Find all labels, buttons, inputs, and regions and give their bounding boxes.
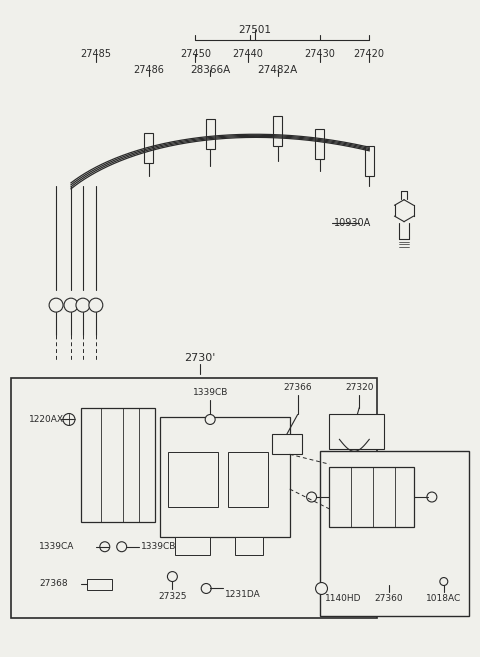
Text: 27501: 27501 (239, 25, 271, 35)
Text: 27485: 27485 (80, 49, 111, 58)
Bar (168, 452, 218, 507)
Circle shape (440, 578, 448, 585)
Text: 1231DA: 1231DA (225, 590, 261, 599)
Text: 27486: 27486 (133, 64, 164, 74)
Circle shape (49, 298, 63, 312)
Text: 10930A: 10930A (335, 217, 372, 227)
Text: 1339CB: 1339CB (192, 388, 228, 397)
Circle shape (64, 298, 78, 312)
Bar (81, 407, 156, 522)
Text: 1220AX: 1220AX (29, 415, 64, 424)
Text: 27420: 27420 (354, 49, 385, 58)
Bar (175, 537, 210, 555)
Text: 27450: 27450 (180, 49, 211, 58)
Circle shape (201, 583, 211, 593)
Circle shape (117, 542, 127, 552)
Circle shape (89, 298, 103, 312)
Text: 27440: 27440 (232, 49, 264, 58)
Bar (315, 129, 324, 159)
Text: 27366: 27366 (283, 383, 312, 392)
Bar (160, 417, 290, 537)
Bar (365, 146, 374, 176)
Circle shape (76, 298, 90, 312)
Circle shape (63, 413, 75, 426)
Text: 28366A: 28366A (190, 64, 230, 74)
Text: 27430: 27430 (304, 49, 335, 58)
Circle shape (100, 542, 110, 552)
Text: 1339CA: 1339CA (39, 542, 74, 551)
Bar (228, 452, 268, 507)
Bar (272, 434, 301, 454)
Text: 27482A: 27482A (258, 64, 298, 74)
Text: 27368: 27368 (39, 579, 68, 588)
Text: 2730': 2730' (184, 353, 216, 363)
Text: 1018AC: 1018AC (426, 594, 461, 603)
Bar (320, 451, 468, 616)
Text: 27360: 27360 (375, 594, 404, 603)
Text: 27320: 27320 (345, 383, 373, 392)
Bar (144, 133, 153, 163)
Text: 27325: 27325 (158, 592, 187, 601)
Text: 1140HD: 1140HD (324, 594, 361, 603)
Circle shape (307, 492, 316, 502)
Circle shape (315, 583, 327, 595)
Circle shape (205, 415, 215, 424)
Bar (87, 579, 112, 591)
Bar (273, 116, 282, 146)
Circle shape (168, 572, 178, 581)
Circle shape (427, 492, 437, 502)
Bar (235, 537, 263, 555)
Bar (206, 119, 215, 149)
Bar (12, 378, 377, 618)
Bar (329, 415, 384, 449)
Text: 1339CB: 1339CB (141, 542, 176, 551)
Bar (329, 467, 414, 527)
